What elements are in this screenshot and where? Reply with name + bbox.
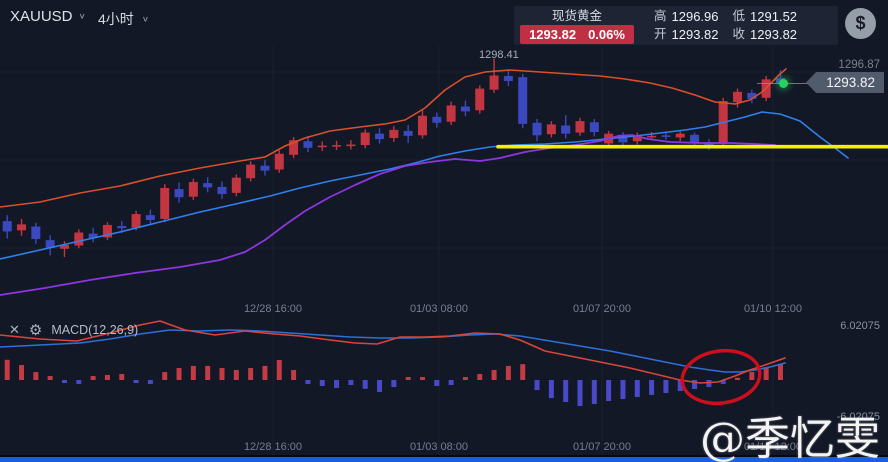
close-label: 收	[732, 26, 746, 41]
time-label: 12/28 16:00	[243, 441, 303, 453]
macd-scale-top: 6.02075	[840, 320, 880, 332]
time-label: 01/07 20:00	[572, 441, 632, 453]
instrument-name: 现货黄金	[551, 8, 602, 23]
chevron-down-icon: ∨	[78, 12, 86, 21]
time-label: 01/07 20:00	[572, 303, 632, 315]
low-label: 低	[732, 9, 746, 23]
watermark: @季忆雯	[700, 412, 881, 462]
low-value: 1291.52	[750, 9, 798, 24]
scale-high-label: 1296.87	[838, 59, 880, 71]
timeframe-dropdown[interactable]: 4小时 ∨	[98, 9, 149, 29]
divider	[0, 455, 888, 457]
open-value: 1293.82	[671, 26, 719, 42]
time-label: 01/03 08:00	[409, 303, 469, 315]
symbol-dropdown[interactable]: XAUUSD ∨	[10, 8, 86, 25]
change-percent: 0.06%	[588, 26, 625, 42]
macd-scale-bottom: -6.02075	[836, 411, 880, 423]
time-label: 12/28 16:00	[243, 303, 303, 315]
horizontal-scrollbar[interactable]	[0, 457, 888, 462]
macd-title: MACD(12,26,9)	[51, 323, 139, 337]
current-price-tag: 1293.82	[806, 72, 884, 93]
close-icon[interactable]: ✕	[9, 322, 20, 337]
last-price-badge: 1293.82 0.06%	[520, 24, 634, 44]
timeframe-label: 4小时	[98, 11, 134, 27]
last-price: 1293.82	[529, 26, 577, 42]
time-label: 01/10 12:00	[743, 441, 803, 453]
currency-coin-icon[interactable]: $	[845, 8, 876, 39]
current-price-dot	[779, 79, 788, 88]
chevron-down-icon: ∨	[141, 14, 150, 24]
time-label: 01/03 08:00	[409, 441, 469, 453]
open-label: 开	[654, 26, 667, 41]
peak-price-label: 1298.41	[479, 49, 519, 61]
gear-icon[interactable]: ⚙	[28, 322, 43, 339]
quote-box: 现货黄金 1293.82 0.06% 高 1296.96 开 1293.82 低 12…	[514, 6, 838, 45]
high-value: 1296.96	[671, 9, 719, 24]
macd-panel-header: ✕ ⚙ MACD(12,26,9)	[9, 321, 138, 339]
close-value: 1293.82	[750, 26, 798, 42]
symbol-label: XAUUSD	[10, 8, 73, 25]
time-label: 01/10 12:00	[743, 303, 803, 315]
high-label: 高	[654, 9, 667, 23]
